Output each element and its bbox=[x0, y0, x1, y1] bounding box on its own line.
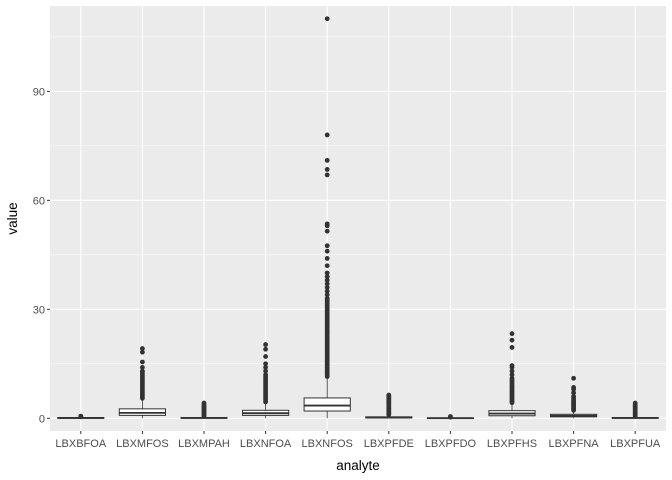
outlier-point bbox=[78, 413, 84, 419]
outlier-point bbox=[448, 414, 453, 419]
box-lbxpfdo bbox=[426, 414, 474, 420]
outlier-point bbox=[324, 157, 330, 163]
outlier-point bbox=[263, 346, 268, 352]
outlier-point bbox=[324, 16, 330, 22]
outlier-point bbox=[140, 365, 145, 370]
outlier-point bbox=[324, 285, 330, 290]
outlier-point bbox=[263, 354, 268, 359]
outlier-point bbox=[324, 172, 330, 178]
outlier-point bbox=[140, 359, 145, 365]
y-tick-label: 30 bbox=[33, 304, 45, 316]
outlier-point bbox=[324, 292, 330, 298]
x-tick-label: LBXPFDE bbox=[364, 438, 414, 450]
box-lbxbfoa bbox=[57, 413, 105, 420]
box-lbxnfos bbox=[303, 16, 351, 419]
outlier-point bbox=[140, 346, 145, 351]
outlier-point bbox=[324, 248, 330, 254]
outlier-point bbox=[509, 375, 515, 381]
outlier-point bbox=[386, 392, 392, 398]
outlier-point bbox=[571, 375, 576, 381]
box-lbxpfde bbox=[365, 392, 413, 419]
x-tick-label: LBXPFUA bbox=[610, 438, 661, 450]
outlier-point bbox=[571, 390, 576, 396]
outlier-point bbox=[324, 132, 330, 138]
outlier-point bbox=[324, 288, 330, 294]
x-tick-label: LBXNFOA bbox=[240, 438, 292, 450]
outlier-point bbox=[324, 281, 330, 287]
minor-gridlines bbox=[50, 36, 666, 365]
outlier-point bbox=[571, 385, 576, 390]
outlier-point bbox=[201, 400, 207, 406]
outlier-point bbox=[263, 368, 268, 374]
box-lbxpfua bbox=[611, 400, 659, 419]
y-tick-label: 90 bbox=[33, 86, 45, 98]
outlier-point bbox=[571, 394, 576, 399]
outlier-point bbox=[263, 361, 268, 367]
outlier-point bbox=[324, 270, 330, 276]
outlier-point bbox=[324, 167, 330, 172]
plot-panel bbox=[50, 6, 666, 431]
y-tick-label: 0 bbox=[39, 413, 45, 425]
outlier-point bbox=[509, 372, 515, 378]
outlier-point bbox=[140, 368, 145, 374]
outlier-point bbox=[324, 243, 330, 249]
outlier-point bbox=[263, 372, 268, 378]
outlier-point bbox=[509, 368, 515, 374]
y-axis-ticks: 0 30 60 90 bbox=[33, 86, 50, 425]
outlier-point bbox=[509, 331, 515, 337]
box-lbxmfos bbox=[118, 346, 167, 419]
x-tick-label: LBXMPAH bbox=[178, 438, 230, 450]
outlier-point bbox=[324, 256, 330, 261]
x-tick-label: LBXBFOA bbox=[55, 438, 106, 450]
boxplot-series bbox=[57, 16, 659, 420]
outlier-point bbox=[263, 342, 268, 347]
outlier-point bbox=[324, 221, 330, 227]
outlier-point bbox=[324, 274, 330, 280]
outlier-point bbox=[324, 277, 330, 283]
outlier-point bbox=[509, 337, 515, 343]
box-lbxmpah bbox=[180, 400, 228, 419]
y-tick-label: 60 bbox=[33, 195, 45, 207]
x-tick-label: LBXPFNA bbox=[549, 438, 600, 450]
box-lbxpfna bbox=[550, 375, 598, 419]
outlier-point bbox=[140, 349, 145, 355]
outlier-point bbox=[324, 296, 330, 301]
x-tick-label: LBXMFOS bbox=[116, 438, 169, 450]
outlier-point bbox=[509, 345, 515, 350]
x-axis-ticks: LBXBFOA LBXMFOS LBXMPAH LBXNFOA LBXNFOS LBXPF… bbox=[55, 431, 661, 450]
outlier-point bbox=[324, 228, 330, 234]
box-lbxnfoa bbox=[242, 342, 290, 419]
x-tick-label: LBXPFHS bbox=[487, 438, 537, 450]
box-lbxpfhs bbox=[488, 331, 536, 419]
x-axis-title: analyte bbox=[336, 458, 380, 473]
outlier-point bbox=[263, 365, 268, 370]
y-axis-title: value bbox=[5, 202, 20, 234]
x-tick-label: LBXPFDO bbox=[425, 438, 477, 450]
outlier-point bbox=[324, 263, 330, 269]
box-iqr bbox=[303, 397, 351, 412]
outlier-point bbox=[509, 363, 515, 369]
x-tick-label: LBXNFOS bbox=[302, 438, 353, 450]
outlier-point bbox=[632, 400, 638, 406]
